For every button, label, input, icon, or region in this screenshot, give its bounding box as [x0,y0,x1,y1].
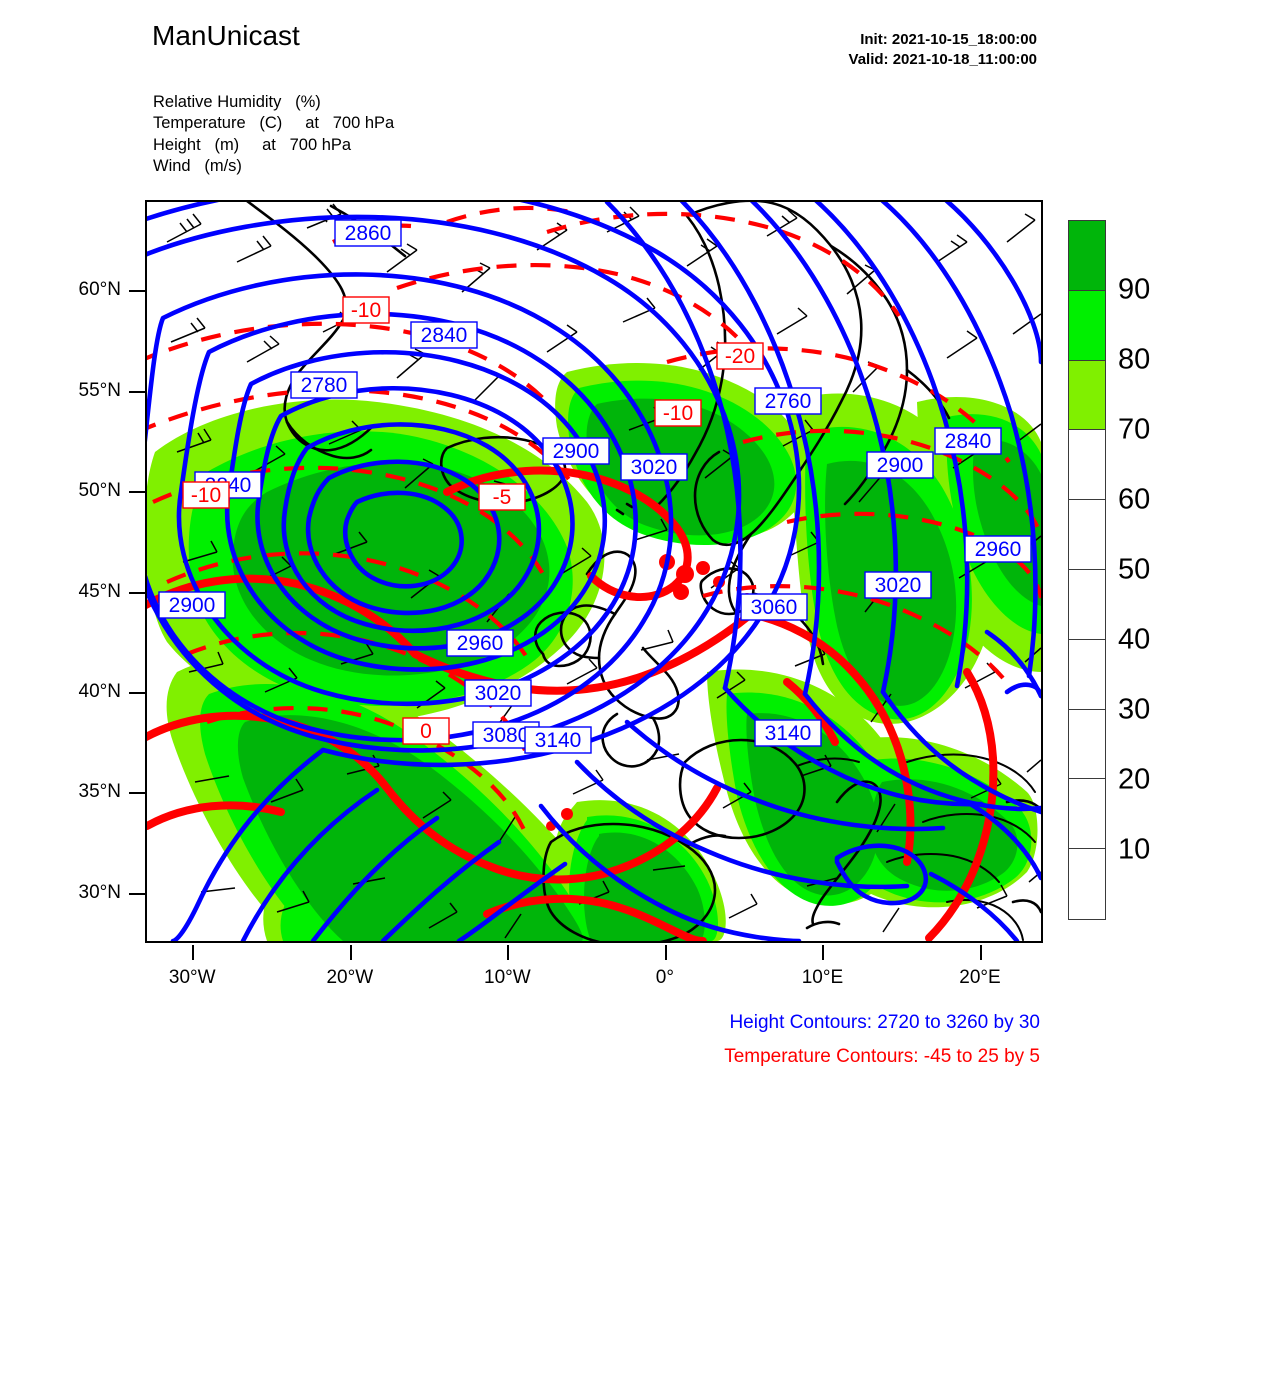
svg-text:2960: 2960 [975,538,1022,561]
page-title: ManUnicast [152,20,300,51]
svg-text:2900: 2900 [553,440,600,463]
lat-tick-50 [129,491,145,494]
lat-tick-35 [129,792,145,795]
colorbar-segment-4 [1069,500,1105,570]
lon-tick--10 [507,945,510,960]
svg-text:3020: 3020 [631,456,678,479]
svg-text:3020: 3020 [875,574,922,597]
svg-text:2900: 2900 [169,594,216,617]
lon-label--10: 10°W [484,967,531,988]
lon-tick-10 [822,945,825,960]
colorbar-segment-8 [1069,779,1105,850]
svg-text:3080: 3080 [483,724,530,747]
init-time-label: Init: 2021-10-15_18:00:00 [860,31,1037,48]
colorbar-tick-10: 10 [1118,833,1151,866]
map-plot-frame: 2860 2840 2780 2840 2900 [145,200,1043,943]
lat-tick-40 [129,691,145,694]
colorbar-segment-5 [1069,569,1105,640]
svg-text:2760: 2760 [765,390,812,413]
latitude-axis: 60°N 55°N 50°N 45°N 40°N 35°N 30°N [0,200,145,943]
lon-label--20: 20°W [326,967,374,988]
temperature-contour-caption: Temperature Contours: -45 to 25 by 5 [724,1046,1040,1067]
svg-text:-10: -10 [191,484,221,507]
lon-tick--30 [192,945,195,960]
svg-text:-10: -10 [663,402,693,425]
run-time-block: Init: 2021-10-15_18:00:00 Valid: 2021-10… [849,30,1037,71]
lat-tick-55 [129,390,145,393]
weather-map-canvas: 2860 2840 2780 2840 2900 [147,202,1041,941]
svg-text:2780: 2780 [301,374,348,397]
lat-label-35: 35°N [78,781,121,803]
lon-label-20: 20°E [959,967,1001,988]
relative-humidity-colorbar [1068,220,1106,920]
colorbar-tick-80: 80 [1118,343,1151,376]
colorbar-segment-1 [1069,290,1105,361]
lon-tick-0 [664,945,667,960]
height-contour-caption: Height Contours: 2720 to 3260 by 30 [729,1012,1040,1033]
svg-text:2960: 2960 [457,632,504,655]
colorbar-segment-7 [1069,709,1105,780]
svg-text:3140: 3140 [535,729,582,752]
svg-text:3060: 3060 [751,596,798,619]
field-description-list: Relative Humidity (%) Temperature (C) at… [153,93,395,176]
colorbar-segment-6 [1069,639,1105,710]
zero-isotherm-layer [147,466,998,941]
lat-label-30: 30°N [78,881,121,903]
svg-text:2840: 2840 [421,324,468,347]
colorbar-tick-40: 40 [1118,623,1151,656]
lon-label-0: 0° [655,967,674,988]
svg-text:2900: 2900 [877,454,924,477]
lat-tick-30 [129,892,145,895]
height-contour-layer [147,202,1041,941]
longitude-axis: 30°W 20°W 10°W 0° 10°E 20°E [145,945,1043,1005]
svg-text:3020: 3020 [475,682,522,705]
svg-text:-5: -5 [493,486,512,509]
lat-tick-60 [129,290,145,293]
svg-text:-20: -20 [725,345,755,368]
lat-tick-45 [129,591,145,594]
lon-tick-20 [979,945,982,960]
lat-label-45: 45°N [78,580,121,602]
svg-text:2840: 2840 [945,430,992,453]
svg-text:0: 0 [420,720,432,743]
colorbar-segment-3 [1069,430,1105,501]
lat-label-60: 60°N [78,279,121,301]
contour-label-layer: 2860 2840 2780 2840 2900 [158,219,1032,754]
valid-time-label: Valid: 2021-10-18_11:00:00 [848,51,1037,69]
lon-label--30: 30°W [168,967,216,988]
colorbar-tick-70: 70 [1118,413,1151,446]
lat-label-40: 40°N [78,680,121,702]
colorbar-tick-20: 20 [1118,763,1151,796]
colorbar-tick-30: 30 [1118,693,1151,726]
colorbar-segment-0 [1069,221,1105,291]
svg-text:-10: -10 [351,299,381,322]
lon-tick--20 [349,945,352,960]
colorbar-segment-2 [1069,360,1105,431]
svg-text:3140: 3140 [765,722,812,745]
svg-text:2860: 2860 [345,222,392,245]
colorbar-tick-90: 90 [1118,273,1151,306]
lat-label-50: 50°N [78,480,121,502]
lon-label-10: 10°E [801,967,844,988]
colorbar-segment-9 [1069,849,1105,919]
lat-label-55: 55°N [78,379,121,401]
colorbar-tick-50: 50 [1118,553,1151,586]
colorbar-tick-60: 60 [1118,483,1151,516]
